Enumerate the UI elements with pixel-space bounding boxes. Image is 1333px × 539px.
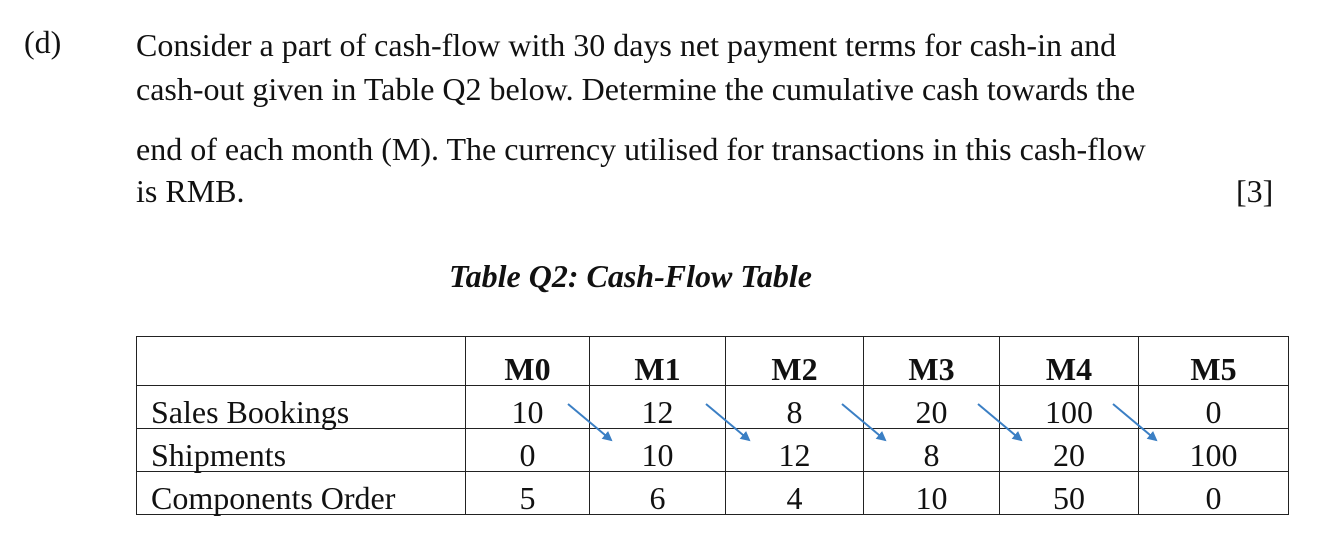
table-cell: 12	[589, 385, 726, 429]
table-cell: 10	[589, 428, 726, 472]
table-cell: 5	[465, 471, 590, 515]
table-cell: 100	[1138, 428, 1289, 472]
header-cell-empty	[136, 336, 466, 386]
table-cell: 6	[589, 471, 726, 515]
table-header-row: M0 M1 M2 M3 M4 M5	[136, 336, 1289, 386]
table-cell: 10	[465, 385, 590, 429]
question-text-line-1: Consider a part of cash-flow with 30 day…	[136, 27, 1117, 63]
table-cell: 8	[863, 428, 1000, 472]
header-cell-m1: M1	[589, 336, 726, 386]
table-cell: 10	[863, 471, 1000, 515]
table-cell: 0	[465, 428, 590, 472]
table-caption: Table Q2: Cash-Flow Table	[449, 258, 812, 294]
question-text-line-4: is RMB.	[136, 173, 245, 209]
question-text-line-2: cash-out given in Table Q2 below. Determ…	[136, 71, 1136, 107]
table-row-shipments: Shipments 0 10 12 8 20 100	[136, 428, 1289, 472]
row-label: Shipments	[136, 428, 466, 472]
table-cell: 0	[1138, 471, 1289, 515]
table-cell: 100	[999, 385, 1139, 429]
header-cell-m3: M3	[863, 336, 1000, 386]
row-label: Components Order	[136, 471, 466, 515]
header-cell-m5: M5	[1138, 336, 1289, 386]
row-label: Sales Bookings	[136, 385, 466, 429]
cash-flow-table: M0 M1 M2 M3 M4 M5 Sales Bookings 10 12 8…	[136, 336, 1289, 515]
table-cell: 0	[1138, 385, 1289, 429]
question-label: (d)	[24, 24, 62, 60]
table-cell: 20	[863, 385, 1000, 429]
header-cell-m4: M4	[999, 336, 1139, 386]
table-cell: 4	[725, 471, 864, 515]
table-cell: 8	[725, 385, 864, 429]
table-row-sales-bookings: Sales Bookings 10 12 8 20 100 0	[136, 385, 1289, 429]
header-cell-m2: M2	[725, 336, 864, 386]
header-cell-m0: M0	[465, 336, 590, 386]
table-cell: 12	[725, 428, 864, 472]
table-row-components-order: Components Order 5 6 4 10 50 0	[136, 471, 1289, 515]
question-text-line-3: end of each month (M). The currency util…	[136, 131, 1146, 167]
table-cell: 20	[999, 428, 1139, 472]
question-marks: [3]	[1236, 173, 1274, 209]
table-cell: 50	[999, 471, 1139, 515]
